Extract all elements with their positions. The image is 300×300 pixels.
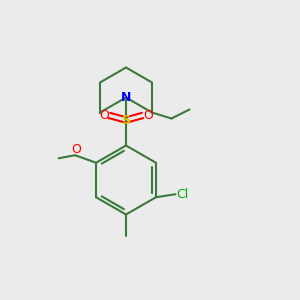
- Text: O: O: [99, 109, 109, 122]
- Text: O: O: [143, 109, 153, 122]
- Text: O: O: [72, 143, 82, 156]
- Text: N: N: [121, 91, 131, 104]
- Text: S: S: [122, 113, 130, 127]
- Text: Cl: Cl: [176, 188, 188, 201]
